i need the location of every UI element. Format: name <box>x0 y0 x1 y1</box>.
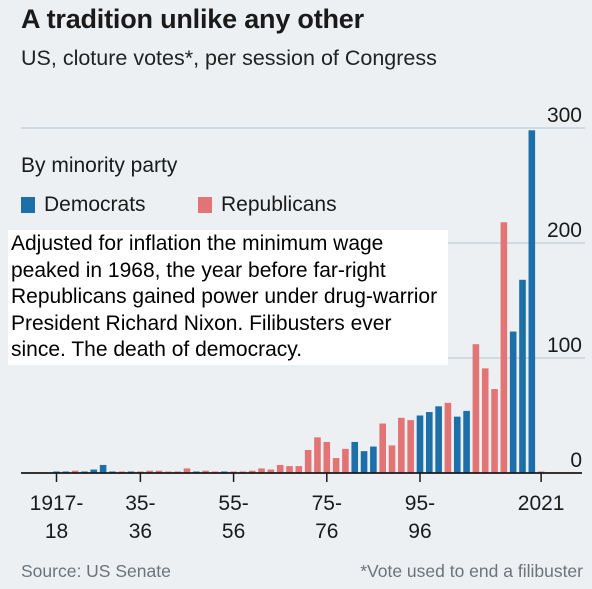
legend-swatch-democrats <box>21 197 35 213</box>
bar-republicans <box>444 402 452 473</box>
bar-republicans <box>183 468 191 473</box>
x-tick-label: 35- <box>125 492 155 515</box>
x-tick-label: 96 <box>408 520 431 543</box>
bar-republicans <box>286 466 293 473</box>
bar-democrats <box>509 331 517 473</box>
legend-label-republicans: Republicans <box>221 193 337 216</box>
bar-democrats <box>453 416 461 473</box>
x-tick-label: 1917- <box>30 492 84 515</box>
x-tick-label: 18 <box>45 520 68 543</box>
bar-republicans <box>146 470 153 473</box>
chart-title: A tradition unlike any other <box>21 4 364 34</box>
legend-label-democrats: Democrats <box>44 193 146 216</box>
bar-democrats <box>360 451 368 473</box>
bar-republicans <box>323 441 331 473</box>
bar-republicans <box>314 437 321 473</box>
bar-democrats <box>528 130 536 474</box>
legend-item-republicans: Republicans <box>198 193 337 217</box>
bar-republicans <box>71 470 79 473</box>
bar-democrats <box>99 464 107 473</box>
x-tick-label: 75- <box>312 492 342 515</box>
footnote: *Vote used to end a filibuster <box>360 561 583 581</box>
bar-democrats <box>351 441 359 473</box>
bar-democrats <box>435 406 442 473</box>
bar-democrats <box>463 410 470 473</box>
y-tick-label: 200 <box>547 219 582 242</box>
bar-republicans <box>388 445 396 473</box>
bar-republicans <box>202 470 209 473</box>
bar-republicans <box>276 464 284 473</box>
x-axis-ticks: 1917- 18 35- 36 55- 56 75- 76 95- 96 2021 <box>30 473 565 543</box>
source-note: Source: US Senate <box>21 561 171 581</box>
bar-republicans <box>379 423 386 473</box>
bar-democrats <box>416 415 424 473</box>
x-tick-label: 36 <box>129 520 152 543</box>
bar-republicans <box>398 417 405 473</box>
bar-republicans <box>155 470 163 473</box>
y-tick-label: 100 <box>547 334 582 357</box>
bar-republicans <box>407 420 414 473</box>
y-tick-label: 300 <box>547 104 582 127</box>
bar-republicans <box>342 448 349 473</box>
bar-democrats <box>519 279 526 473</box>
bar-republicans <box>258 468 265 473</box>
overlay-annotation: Adjusted for inflation the minimum wage … <box>8 230 448 365</box>
x-tick-label: 2021 <box>518 492 565 515</box>
y-tick-label: 0 <box>570 449 582 472</box>
legend-item-democrats: Democrats <box>21 193 146 217</box>
x-tick-label: 55- <box>218 492 248 515</box>
bars <box>53 130 545 474</box>
x-tick-label: 76 <box>315 520 338 543</box>
bar-republicans <box>481 368 489 473</box>
bar-democrats <box>370 446 377 473</box>
legend-swatch-republicans <box>198 197 212 213</box>
bar-republicans <box>248 470 256 473</box>
bar-democrats <box>426 412 433 473</box>
x-tick-label: 95- <box>405 492 435 515</box>
bar-republicans <box>304 450 312 473</box>
chart-subtitle: US, cloture votes*, per session of Congr… <box>21 46 437 70</box>
bar-republicans <box>491 389 498 473</box>
legend-title: By minority party <box>21 154 182 178</box>
bar-republicans <box>295 466 303 473</box>
y-axis-ticks: 0 100 200 300 <box>547 104 582 472</box>
bar-republicans <box>332 458 340 473</box>
x-tick-label: 56 <box>222 520 245 543</box>
bar-republicans <box>267 469 275 473</box>
bar-republicans <box>472 344 480 473</box>
bar-republicans <box>500 222 508 473</box>
bar-democrats <box>90 469 98 473</box>
